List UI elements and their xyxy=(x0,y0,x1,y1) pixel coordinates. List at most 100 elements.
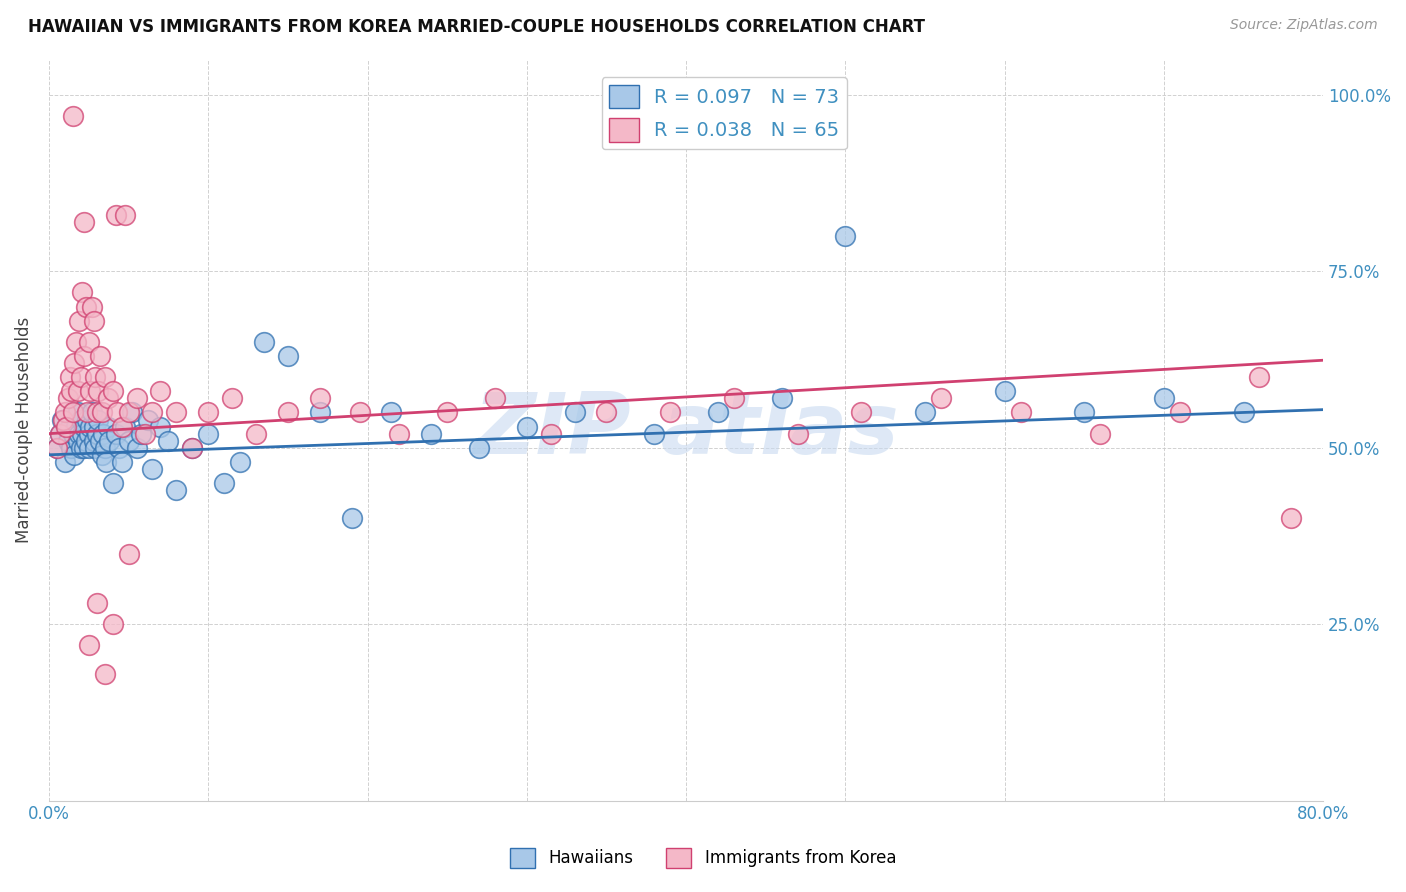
Point xyxy=(595,405,617,419)
Point xyxy=(929,392,952,406)
Point xyxy=(914,405,936,419)
Point xyxy=(104,426,127,441)
Point xyxy=(125,441,148,455)
Point xyxy=(114,208,136,222)
Point xyxy=(87,384,110,399)
Point xyxy=(349,405,371,419)
Point xyxy=(707,405,730,419)
Point xyxy=(643,426,665,441)
Point xyxy=(90,448,112,462)
Point xyxy=(388,426,411,441)
Point xyxy=(111,455,134,469)
Point xyxy=(65,334,87,349)
Point xyxy=(83,434,105,448)
Point xyxy=(197,405,219,419)
Point xyxy=(65,419,87,434)
Point xyxy=(98,434,121,448)
Point xyxy=(55,419,77,434)
Point xyxy=(107,405,129,419)
Point xyxy=(197,426,219,441)
Point xyxy=(59,370,82,384)
Point xyxy=(60,384,83,399)
Point xyxy=(77,334,100,349)
Point xyxy=(851,405,873,419)
Point xyxy=(659,405,682,419)
Point xyxy=(114,419,136,434)
Point xyxy=(90,405,112,419)
Text: Source: ZipAtlas.com: Source: ZipAtlas.com xyxy=(1230,18,1378,32)
Point xyxy=(111,419,134,434)
Point xyxy=(181,441,204,455)
Point xyxy=(484,392,506,406)
Point xyxy=(51,412,73,426)
Point xyxy=(60,441,83,455)
Point xyxy=(77,638,100,652)
Point xyxy=(108,441,131,455)
Point xyxy=(80,405,103,419)
Point xyxy=(62,426,84,441)
Point xyxy=(89,349,111,363)
Point xyxy=(516,419,538,434)
Point xyxy=(1010,405,1032,419)
Point xyxy=(77,441,100,455)
Point xyxy=(1168,405,1191,419)
Point xyxy=(1279,511,1302,525)
Point xyxy=(69,412,91,426)
Point xyxy=(149,384,172,399)
Point xyxy=(770,392,793,406)
Point xyxy=(73,419,96,434)
Point xyxy=(165,405,187,419)
Point xyxy=(93,666,115,681)
Point xyxy=(420,426,443,441)
Point xyxy=(141,405,163,419)
Point xyxy=(277,405,299,419)
Point xyxy=(221,392,243,406)
Point xyxy=(564,405,586,419)
Point xyxy=(277,349,299,363)
Point xyxy=(80,300,103,314)
Point xyxy=(117,547,139,561)
Point xyxy=(73,349,96,363)
Point xyxy=(76,405,98,419)
Point xyxy=(83,419,105,434)
Point xyxy=(77,426,100,441)
Point xyxy=(1249,370,1271,384)
Point xyxy=(97,419,120,434)
Legend: R = 0.097   N = 73, R = 0.038   N = 65: R = 0.097 N = 73, R = 0.038 N = 65 xyxy=(602,77,846,150)
Point xyxy=(76,412,98,426)
Point xyxy=(141,462,163,476)
Point xyxy=(468,441,491,455)
Point xyxy=(212,476,235,491)
Point xyxy=(97,392,120,406)
Text: ZIP atlas: ZIP atlas xyxy=(474,389,898,472)
Point xyxy=(136,412,159,426)
Point xyxy=(253,334,276,349)
Point xyxy=(994,384,1017,399)
Point xyxy=(59,419,82,434)
Legend: Hawaiians, Immigrants from Korea: Hawaiians, Immigrants from Korea xyxy=(503,841,903,875)
Point xyxy=(181,441,204,455)
Point xyxy=(229,455,252,469)
Point xyxy=(87,412,110,426)
Point xyxy=(101,476,124,491)
Point xyxy=(1073,405,1095,419)
Point xyxy=(723,392,745,406)
Point xyxy=(380,405,402,419)
Point xyxy=(67,314,90,328)
Point xyxy=(340,511,363,525)
Point xyxy=(62,109,84,123)
Point xyxy=(72,426,94,441)
Point xyxy=(45,441,67,455)
Y-axis label: Married-couple Households: Married-couple Households xyxy=(15,317,32,543)
Point xyxy=(69,441,91,455)
Point xyxy=(101,617,124,632)
Text: HAWAIIAN VS IMMIGRANTS FROM KOREA MARRIED-COUPLE HOUSEHOLDS CORRELATION CHART: HAWAIIAN VS IMMIGRANTS FROM KOREA MARRIE… xyxy=(28,18,925,36)
Point xyxy=(84,370,107,384)
Point xyxy=(834,229,856,244)
Point xyxy=(125,392,148,406)
Point xyxy=(49,426,72,441)
Point xyxy=(1153,392,1175,406)
Point xyxy=(86,426,108,441)
Point xyxy=(121,405,143,419)
Point xyxy=(134,426,156,441)
